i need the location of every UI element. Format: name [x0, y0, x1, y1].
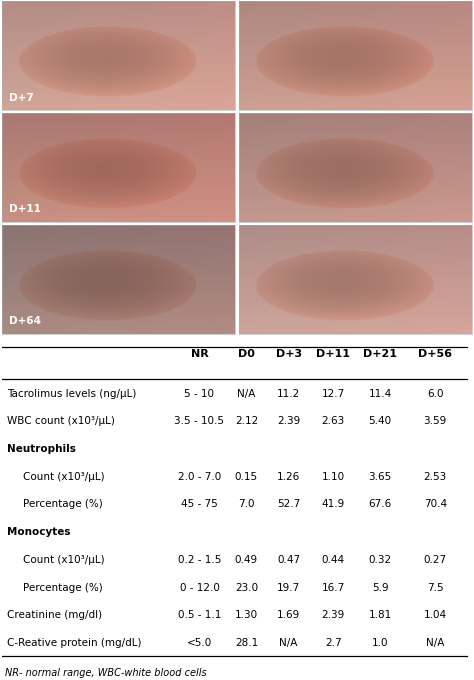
Text: 2.53: 2.53 [424, 472, 447, 481]
Text: 5 - 10: 5 - 10 [184, 388, 214, 398]
Text: 19.7: 19.7 [277, 583, 300, 592]
Text: 2.12: 2.12 [235, 416, 258, 426]
Text: 2.39: 2.39 [321, 610, 345, 620]
Text: 41.9: 41.9 [321, 499, 345, 509]
Text: Percentage (%): Percentage (%) [24, 583, 103, 592]
Text: 0.5 - 1.1: 0.5 - 1.1 [178, 610, 221, 620]
Text: 1.0: 1.0 [372, 638, 388, 648]
Text: 28.1: 28.1 [235, 638, 258, 648]
Text: 0.32: 0.32 [369, 555, 392, 565]
Text: NR- normal range, WBC-white blood cells: NR- normal range, WBC-white blood cells [5, 668, 206, 678]
Text: 1.26: 1.26 [277, 472, 300, 481]
Text: Tacrolimus levels (ng/μL): Tacrolimus levels (ng/μL) [7, 388, 137, 398]
Text: D+3: D+3 [275, 349, 301, 359]
Text: WBC count (x10³/μL): WBC count (x10³/μL) [7, 416, 115, 426]
Text: D+21: D+21 [363, 349, 397, 359]
Text: 12.7: 12.7 [321, 388, 345, 398]
Text: 5.40: 5.40 [369, 416, 392, 426]
Text: Monocytes: Monocytes [7, 527, 71, 537]
Text: 3.5 - 10.5: 3.5 - 10.5 [174, 416, 225, 426]
Text: 1.30: 1.30 [235, 610, 258, 620]
Text: D+11: D+11 [9, 204, 41, 214]
Text: N/A: N/A [426, 638, 445, 648]
Text: 0.44: 0.44 [322, 555, 345, 565]
Text: D0: D0 [238, 349, 255, 359]
Text: 11.2: 11.2 [277, 388, 300, 398]
Text: 1.10: 1.10 [322, 472, 345, 481]
Text: Count (x10³/μL): Count (x10³/μL) [24, 472, 105, 481]
Text: D+56: D+56 [418, 349, 452, 359]
Text: D+7: D+7 [9, 92, 34, 103]
Text: 6.0: 6.0 [427, 388, 444, 398]
Text: D+11: D+11 [316, 349, 350, 359]
Text: Creatinine (mg/dl): Creatinine (mg/dl) [7, 610, 102, 620]
Text: 23.0: 23.0 [235, 583, 258, 592]
Text: 3.59: 3.59 [424, 416, 447, 426]
Text: 0.47: 0.47 [277, 555, 300, 565]
Text: 0.2 - 1.5: 0.2 - 1.5 [178, 555, 221, 565]
Text: 1.69: 1.69 [277, 610, 300, 620]
Text: 1.04: 1.04 [424, 610, 447, 620]
Text: 3.65: 3.65 [368, 472, 392, 481]
Text: 0.15: 0.15 [235, 472, 258, 481]
Text: 7.5: 7.5 [427, 583, 444, 592]
Text: 67.6: 67.6 [368, 499, 392, 509]
Text: NR: NR [191, 349, 209, 359]
Text: 52.7: 52.7 [277, 499, 300, 509]
Text: 0.49: 0.49 [235, 555, 258, 565]
Text: 2.39: 2.39 [277, 416, 300, 426]
Text: 1.81: 1.81 [368, 610, 392, 620]
Text: Neutrophils: Neutrophils [7, 444, 76, 454]
Text: N/A: N/A [237, 388, 255, 398]
Text: 45 - 75: 45 - 75 [181, 499, 218, 509]
Text: 2.7: 2.7 [325, 638, 341, 648]
Text: 5.9: 5.9 [372, 583, 388, 592]
Text: 2.63: 2.63 [321, 416, 345, 426]
Text: <5.0: <5.0 [187, 638, 212, 648]
Text: D+64: D+64 [9, 316, 41, 326]
Text: Count (x10³/μL): Count (x10³/μL) [24, 555, 105, 565]
Text: C-Reative protein (mg/dL): C-Reative protein (mg/dL) [7, 638, 142, 648]
Text: 2.0 - 7.0: 2.0 - 7.0 [178, 472, 221, 481]
Text: 11.4: 11.4 [368, 388, 392, 398]
Text: 70.4: 70.4 [424, 499, 447, 509]
Text: 7.0: 7.0 [238, 499, 255, 509]
Text: 16.7: 16.7 [321, 583, 345, 592]
Text: Percentage (%): Percentage (%) [24, 499, 103, 509]
Text: 0 - 12.0: 0 - 12.0 [180, 583, 219, 592]
Text: 0.27: 0.27 [424, 555, 447, 565]
Text: N/A: N/A [280, 638, 298, 648]
